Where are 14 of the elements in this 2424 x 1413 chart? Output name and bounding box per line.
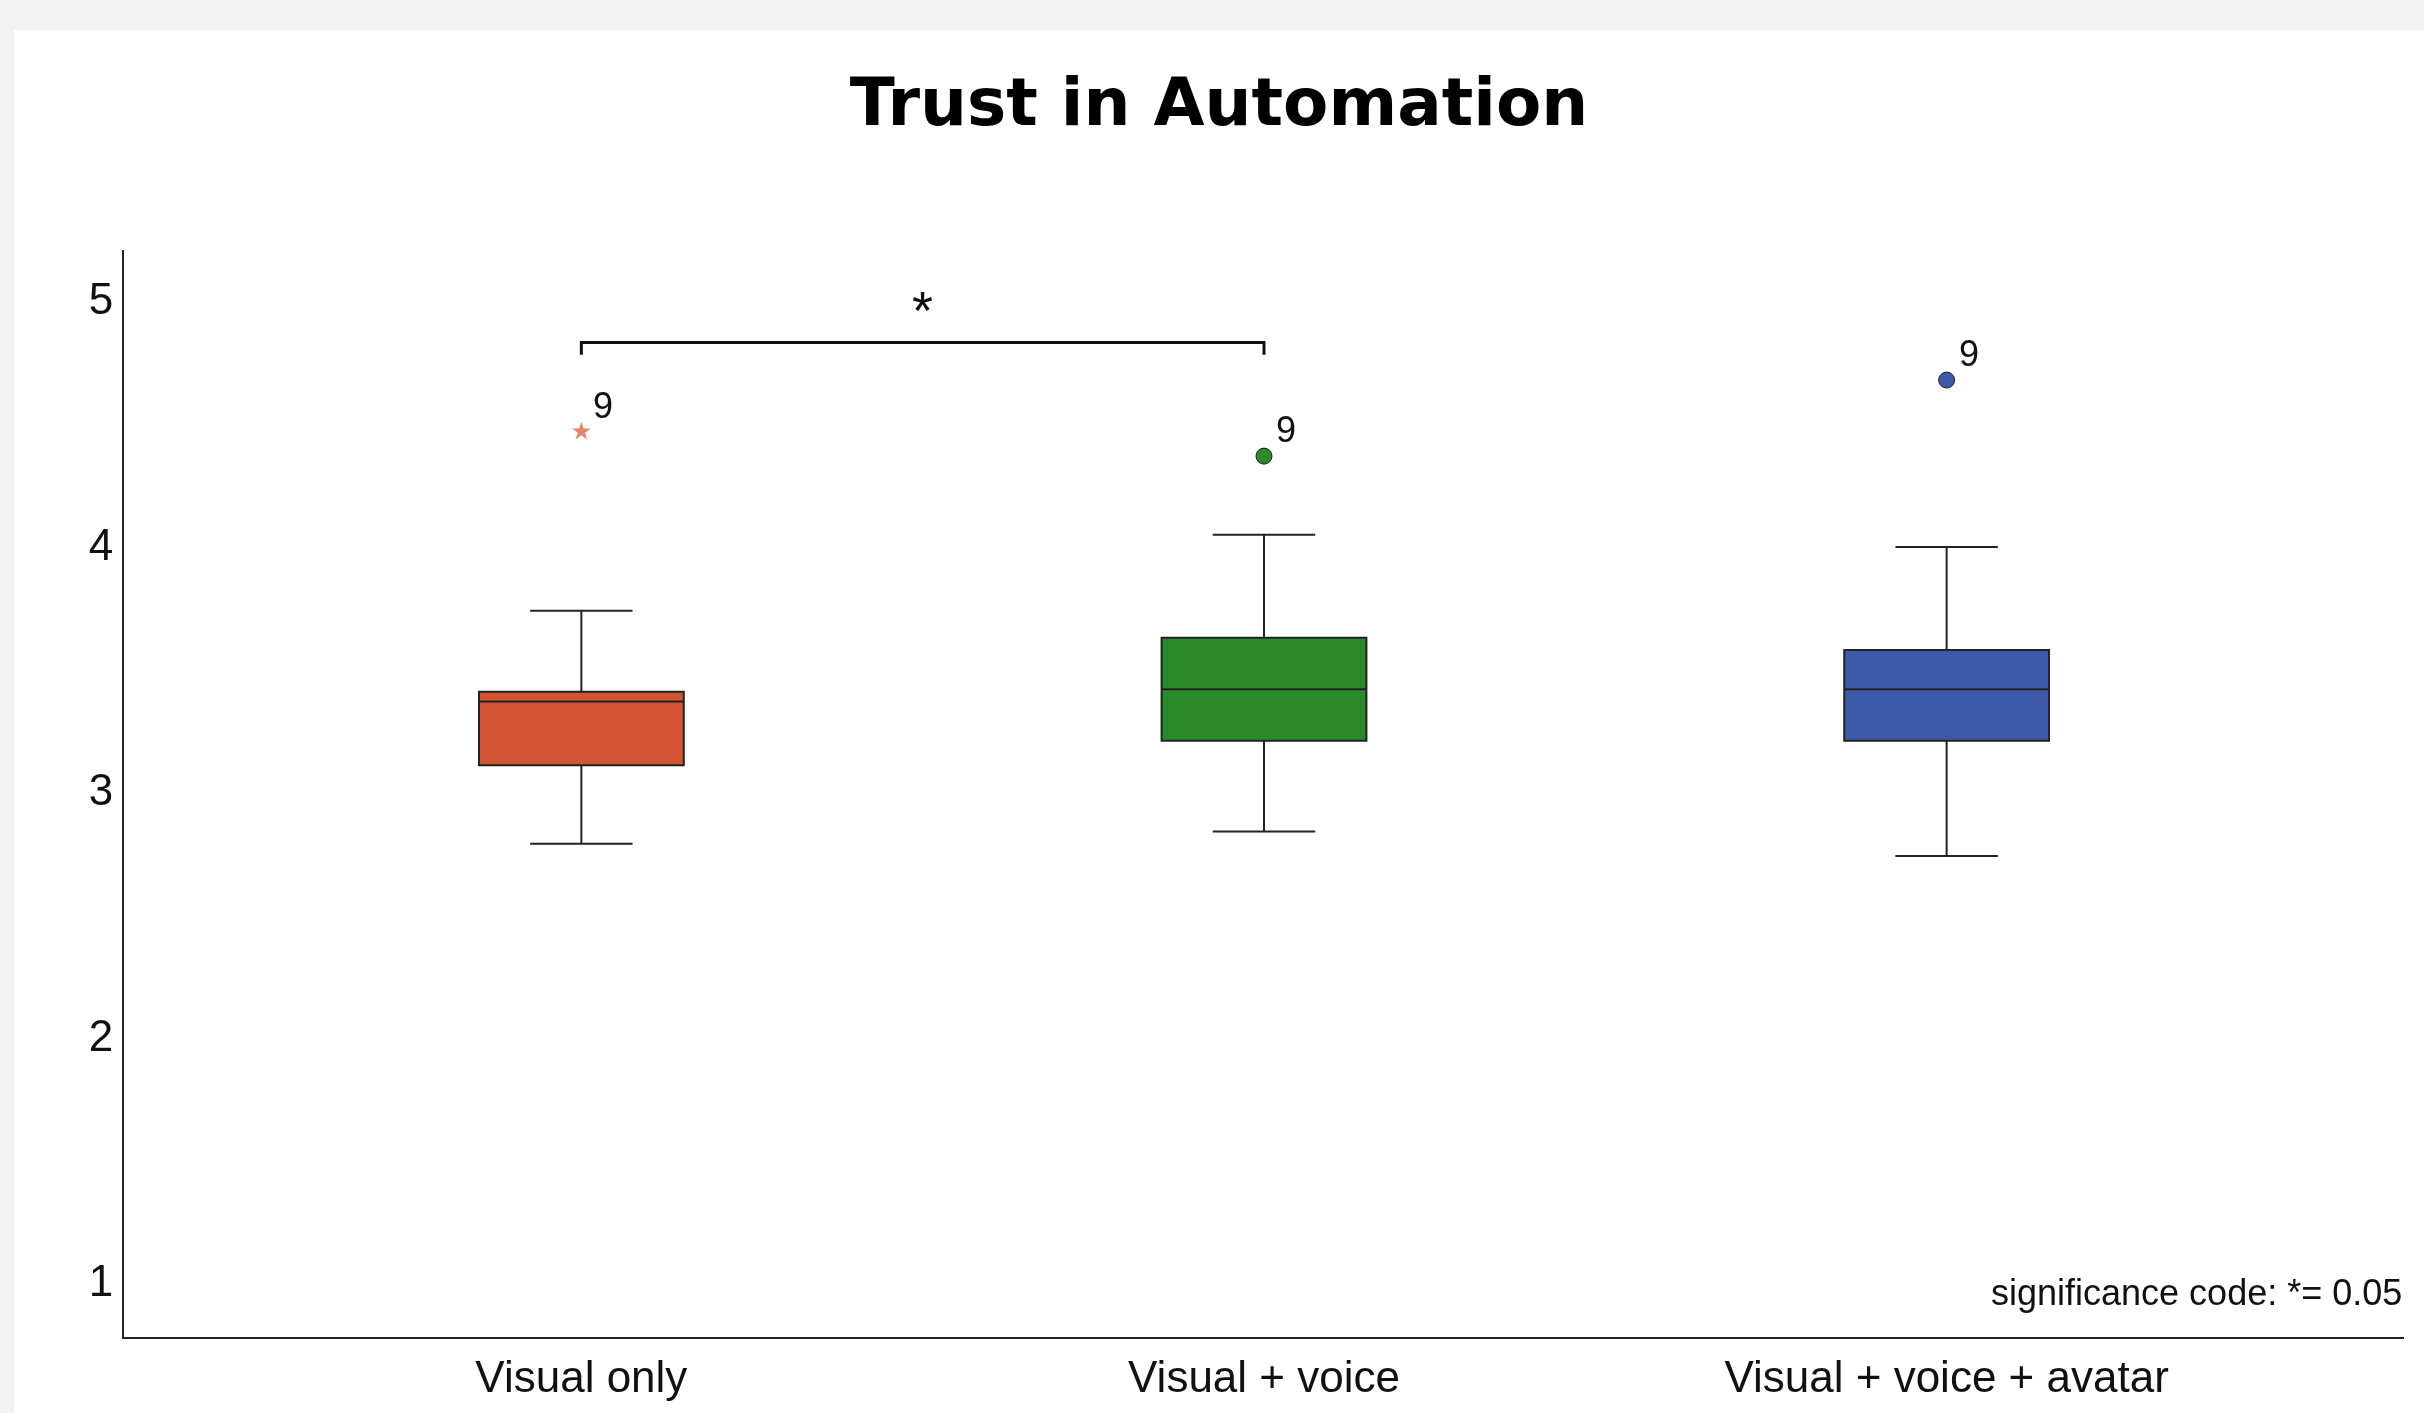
annotation: * [912,280,934,340]
x-tick-label: Visual + voice [1128,1351,1400,1401]
annotation: 9 [1959,333,1980,374]
chart-title: Trust in Automation [849,63,1589,141]
y-tick-label: 5 [88,274,114,324]
x-tick-label: Visual + voice + avatar [1724,1351,2169,1401]
y-tick-label: 2 [88,1010,114,1060]
y-tick-label: 1 [88,1255,114,1305]
annotation: significance code: *= 0.05 [1991,1272,2403,1313]
annotation: 9 [593,385,614,426]
annotation: 9 [1276,409,1297,450]
y-tick-label: 3 [88,765,114,815]
x-tick-label: Visual only [475,1351,688,1401]
y-tick-label: 4 [88,519,114,569]
